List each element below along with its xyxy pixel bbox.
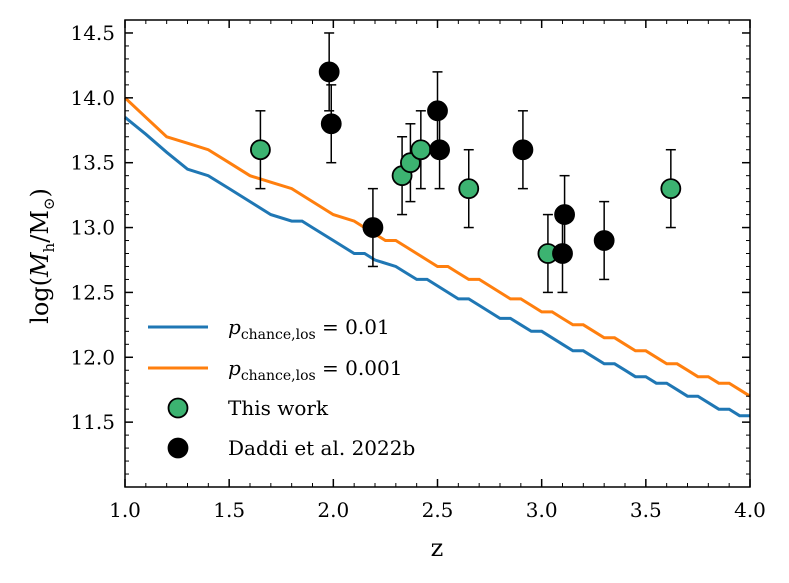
legend-label: pchance,los = 0.01 xyxy=(228,315,390,343)
x-tick-label: 2.0 xyxy=(317,498,349,522)
legend-label: This work xyxy=(228,396,329,420)
daddi-point xyxy=(512,139,534,161)
daddi-point xyxy=(552,243,573,264)
x-tick-label: 3.0 xyxy=(526,498,558,522)
series-line-1 xyxy=(124,116,750,418)
legend: pchance,los = 0.01 pchance,los = 0.001 Thi… xyxy=(148,315,415,460)
x-axis-ticks: 1.0 1.5 2.0 2.5 3.0 3.5 4.0 xyxy=(109,20,766,522)
legend-label: pchance,los = 0.001 xyxy=(228,356,402,384)
x-tick-label: 2.5 xyxy=(422,498,454,522)
y-axis-title: log(Mh/M⊙) xyxy=(26,188,58,324)
daddi-point xyxy=(593,230,615,251)
y-tick-label: 11.5 xyxy=(70,410,115,434)
y-tick-label: 12.5 xyxy=(70,280,115,304)
legend-marker-swatch xyxy=(167,397,189,419)
daddi-point xyxy=(429,139,450,161)
x-tick-label: 1.5 xyxy=(213,498,245,522)
daddi-point xyxy=(427,100,448,122)
y-tick-label: 12.0 xyxy=(70,345,115,369)
this-work-point xyxy=(410,139,432,161)
y-tick-label: 14.0 xyxy=(70,86,115,110)
x-tick-label: 1.0 xyxy=(109,498,141,522)
plot-area xyxy=(123,19,751,488)
daddi-point xyxy=(318,61,340,83)
x-tick-label: 4.0 xyxy=(734,498,766,522)
y-tick-label: 14.5 xyxy=(70,21,115,45)
x-tick-label: 3.5 xyxy=(630,498,662,522)
y-axis-ticks: 11.5 12.0 12.5 13.0 13.5 14.0 14.5 xyxy=(70,19,750,475)
daddi-point xyxy=(320,113,342,135)
y-tick-label: 13.0 xyxy=(70,216,115,240)
daddi-point xyxy=(362,217,384,238)
this-work-point xyxy=(660,178,682,200)
daddi-point xyxy=(554,204,575,225)
x-axis-title: z xyxy=(431,534,444,562)
this-work-point xyxy=(458,178,480,200)
this-work-point xyxy=(250,139,271,161)
legend-marker-swatch xyxy=(167,437,189,459)
series-line-2 xyxy=(123,96,751,398)
legend-label: Daddi et al. 2022b xyxy=(228,436,415,460)
y-tick-label: 13.5 xyxy=(70,151,115,175)
